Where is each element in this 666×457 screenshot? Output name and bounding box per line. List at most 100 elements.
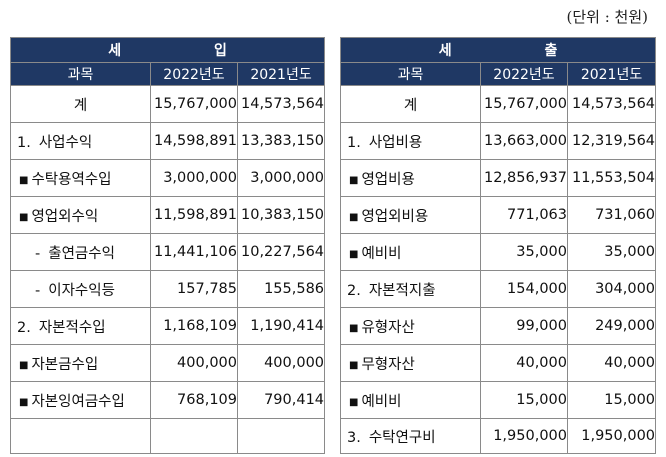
row-item-cell: 3. 수탁연구비 — [340, 418, 481, 454]
row-label: 유형자산 — [361, 319, 415, 336]
square-bullet-icon: ■ — [19, 359, 29, 371]
value-y2021: 1,950,000 — [566, 418, 657, 454]
row-label: 계 — [73, 97, 88, 114]
row-label: 사업비용 — [368, 134, 423, 151]
value-y2022: 157,785 — [150, 270, 238, 308]
value-y2022: 15,767,000 — [150, 85, 238, 123]
value-y2022 — [150, 418, 238, 454]
value-y2021: 731,060 — [566, 196, 657, 234]
table-row: ■ 예비비 15,000 15,000 — [340, 381, 657, 419]
table-row: 2. 자본적수입 1,168,109 1,190,414 — [10, 307, 326, 345]
table-row: 1. 사업수익 14,598,891 13,383,150 — [10, 122, 326, 160]
expense-header-2021: 2021년도 — [566, 62, 657, 86]
table-row: ■ 영업외비용 771,063 731,060 — [340, 196, 657, 234]
square-bullet-icon: ■ — [349, 174, 359, 186]
expense-title: 세 출 — [339, 37, 657, 63]
value-y2021: 15,000 — [566, 381, 657, 419]
row-label: 수탁용역수입 — [31, 171, 112, 188]
value-y2021: 14,573,564 — [236, 85, 326, 123]
value-y2021: 40,000 — [566, 344, 657, 382]
value-y2022: 768,109 — [150, 381, 238, 419]
row-item-cell: 2. 자본적지출 — [340, 270, 481, 308]
value-y2021: 1,190,414 — [236, 307, 326, 345]
row-item-cell: ■ 영업외비용 — [340, 196, 481, 234]
row-item-cell: 2. 자본적수입 — [10, 307, 151, 345]
table-row: ■ 자본금수입 400,000 400,000 — [10, 344, 326, 382]
row-number-prefix: 2. — [347, 282, 361, 299]
row-item-cell: 1. 사업비용 — [340, 122, 481, 160]
value-y2021: 10,383,150 — [236, 196, 326, 234]
value-y2021 — [236, 418, 326, 454]
table-row — [10, 418, 326, 454]
table-row: ■ 영업비용 12,856,937 11,553,504 — [340, 159, 657, 197]
value-y2022: 154,000 — [480, 270, 568, 308]
value-y2021: 249,000 — [566, 307, 657, 345]
row-item-cell: ■ 예비비 — [340, 381, 481, 419]
row-item-cell: ■ 자본잉여금수입 — [10, 381, 151, 419]
row-item-cell: ■ 영업비용 — [340, 159, 481, 197]
row-label: 자본적수입 — [38, 319, 106, 336]
row-item-cell: ■ 유형자산 — [340, 307, 481, 345]
table-row: 3. 수탁연구비 1,950,000 1,950,000 — [340, 418, 657, 454]
value-y2021: 3,000,000 — [236, 159, 326, 197]
table-row: ■ 영업외수익 11,598,891 10,383,150 — [10, 196, 326, 234]
row-item-cell: 계 — [340, 85, 481, 123]
value-y2021: 400,000 — [236, 344, 326, 382]
income-header-2021: 2021년도 — [236, 62, 326, 86]
square-bullet-icon: ■ — [349, 248, 359, 260]
square-bullet-icon: ■ — [349, 396, 359, 408]
row-number-prefix: 1. — [347, 134, 361, 151]
row-label: 예비비 — [361, 393, 402, 410]
value-y2022: 14,598,891 — [150, 122, 238, 160]
income-title: 세 입 — [9, 37, 326, 63]
row-item-cell: ■ 무형자산 — [340, 344, 481, 382]
row-label: 자본금수입 — [31, 356, 99, 373]
row-label: 자본잉여금수입 — [31, 393, 125, 410]
row-label: 자본적지출 — [368, 282, 436, 299]
value-y2021: 13,383,150 — [236, 122, 326, 160]
square-bullet-icon: ■ — [19, 174, 29, 186]
row-label: 영업비용 — [361, 171, 415, 188]
value-y2022: 99,000 — [480, 307, 568, 345]
income-header-2022: 2022년도 — [150, 62, 238, 86]
expense-table: 세 출 과목 2022년도 2021년도 계 15,767,000 14,573,5… — [339, 37, 657, 454]
expense-header-item: 과목 — [340, 62, 481, 86]
row-label: 수탁연구비 — [368, 429, 436, 446]
income-header-item: 과목 — [10, 62, 151, 86]
row-item-cell: 계 — [10, 85, 151, 123]
value-y2021: 12,319,564 — [566, 122, 657, 160]
row-item-cell — [10, 418, 151, 454]
table-row: - 이자수익등 157,785 155,586 — [10, 270, 326, 308]
row-item-cell: - 이자수익등 — [10, 270, 151, 308]
value-y2022: 35,000 — [480, 233, 568, 271]
table-row: ■ 유형자산 99,000 249,000 — [340, 307, 657, 345]
row-item-cell: 1. 사업수익 — [10, 122, 151, 160]
value-y2021: 304,000 — [566, 270, 657, 308]
dash-marker: - — [35, 282, 41, 299]
row-number-prefix: 2. — [17, 319, 31, 336]
expense-header-2022: 2022년도 — [480, 62, 568, 86]
square-bullet-icon: ■ — [349, 359, 359, 371]
row-label: 이자수익등 — [48, 282, 115, 299]
value-y2022: 3,000,000 — [150, 159, 238, 197]
value-y2022: 40,000 — [480, 344, 568, 382]
value-y2021: 790,414 — [236, 381, 326, 419]
table-row: - 출연금수익 11,441,106 10,227,564 — [10, 233, 326, 271]
expense-rows: 계 15,767,000 14,573,564 1. 사업비용 13,663,000 12,… — [340, 85, 657, 454]
row-number-prefix: 1. — [17, 134, 31, 151]
value-y2022: 11,598,891 — [150, 196, 238, 234]
value-y2022: 13,663,000 — [480, 122, 568, 160]
unit-label: (단위 : 천원) — [566, 8, 649, 26]
table-row: 계 15,767,000 14,573,564 — [340, 85, 657, 123]
table-row: 계 15,767,000 14,573,564 — [10, 85, 326, 123]
value-y2022: 15,767,000 — [480, 85, 568, 123]
square-bullet-icon: ■ — [19, 211, 29, 223]
value-y2022: 12,856,937 — [480, 159, 568, 197]
value-y2022: 1,950,000 — [480, 418, 568, 454]
value-y2021: 11,553,504 — [566, 159, 657, 197]
table-row: ■ 예비비 35,000 35,000 — [340, 233, 657, 271]
row-item-cell: ■ 자본금수입 — [10, 344, 151, 382]
value-y2021: 10,227,564 — [236, 233, 326, 271]
value-y2022: 400,000 — [150, 344, 238, 382]
row-item-cell: ■ 수탁용역수입 — [10, 159, 151, 197]
